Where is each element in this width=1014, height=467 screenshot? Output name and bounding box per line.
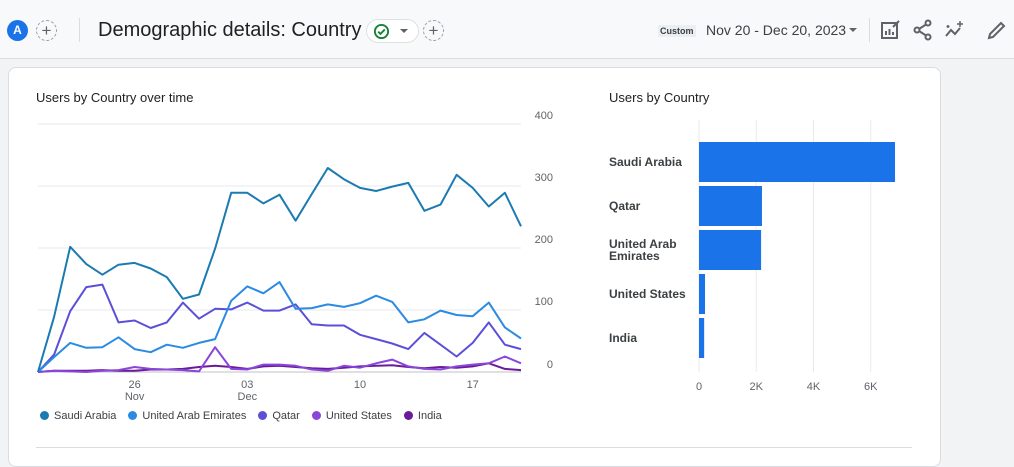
- legend-item[interactable]: United Arab Emirates: [128, 410, 246, 422]
- report-header: A + Demographic details: Country + Custo…: [0, 0, 1014, 59]
- legend-item[interactable]: Qatar: [258, 410, 300, 422]
- edit-icon[interactable]: [986, 19, 1008, 41]
- x-tick-label: 26: [128, 379, 140, 391]
- x-tick-label: 2K: [749, 381, 763, 393]
- insights-icon[interactable]: [944, 19, 966, 41]
- x-tick-month-label: Dec: [238, 391, 258, 403]
- y-tick-label: 400: [535, 110, 553, 122]
- divider: [869, 18, 870, 42]
- legend-label: India: [417, 410, 442, 422]
- x-tick-label: 03: [241, 379, 253, 391]
- bar-chart-title: Users by Country: [609, 90, 710, 105]
- date-chevron-down-icon[interactable]: [849, 28, 857, 33]
- category-label: Saudi Arabia: [609, 155, 682, 169]
- bar-united-states: [699, 274, 706, 314]
- y-tick-label: 300: [535, 172, 553, 184]
- report-card: [8, 67, 941, 467]
- category-label: United Arab: [609, 237, 677, 251]
- x-tick-month-label: Nov: [125, 391, 145, 403]
- category-label: India: [609, 331, 637, 345]
- page-title: Demographic details: Country: [98, 19, 362, 41]
- add-icon[interactable]: +: [423, 20, 444, 41]
- customize-report-icon[interactable]: [880, 19, 902, 41]
- legend-item[interactable]: India: [403, 410, 442, 422]
- legend-label: United States: [325, 410, 392, 422]
- date-range-picker[interactable]: Nov 20 - Dec 20, 2023: [706, 22, 847, 38]
- legend-dot: [128, 411, 138, 420]
- status-dropdown[interactable]: [366, 19, 419, 43]
- x-tick-label: 0: [696, 381, 702, 393]
- legend-dot: [40, 411, 49, 420]
- y-tick-label: 0: [547, 359, 553, 371]
- bar-india: [699, 318, 705, 358]
- x-tick-label: 6K: [864, 381, 878, 393]
- legend-item[interactable]: Saudi Arabia: [40, 410, 116, 422]
- line-chart-legend: Saudi Arabia United Arab Emirates Qatar Uni…: [40, 410, 442, 422]
- category-label: Emirates: [609, 249, 660, 263]
- legend-item[interactable]: United States: [311, 410, 392, 422]
- bar-saudi-arabia: [699, 142, 896, 182]
- share-icon[interactable]: [912, 19, 934, 41]
- status-check-icon: [373, 23, 390, 40]
- x-tick-label: 10: [354, 379, 366, 391]
- chevron-down-icon: [400, 29, 408, 33]
- legend-label: Qatar: [272, 410, 300, 422]
- add-comparison-icon[interactable]: +: [36, 20, 57, 41]
- divider: [36, 447, 912, 448]
- line-chart-title: Users by Country over time: [36, 90, 194, 105]
- y-tick-label: 100: [535, 296, 553, 308]
- legend-dot: [311, 411, 321, 420]
- bar-chart: 0 2K 4K 6K Saudi Arabia Qatar United ArabEmira…: [609, 120, 896, 393]
- comparison-avatar[interactable]: A: [7, 20, 28, 41]
- series-line-saudi-arabia: [37, 167, 522, 373]
- series-line-qatar: [37, 283, 522, 373]
- divider: [79, 18, 80, 42]
- series-line-united-states: [37, 346, 522, 373]
- y-tick-label: 200: [535, 234, 553, 246]
- bar-qatar: [699, 186, 762, 226]
- category-label: United States: [609, 287, 686, 301]
- legend-label: Saudi Arabia: [54, 410, 117, 422]
- x-tick-label: 4K: [807, 381, 821, 393]
- legend-dot: [403, 411, 413, 420]
- legend-label: United Arab Emirates: [142, 410, 247, 422]
- x-tick-label: 17: [467, 379, 479, 391]
- date-preset-label: Custom: [658, 25, 696, 37]
- legend-dot: [258, 411, 268, 420]
- category-label: Qatar: [609, 199, 641, 213]
- series-line-united-arab-emirates: [37, 281, 522, 373]
- bar-united-arab-emirates: [699, 230, 762, 270]
